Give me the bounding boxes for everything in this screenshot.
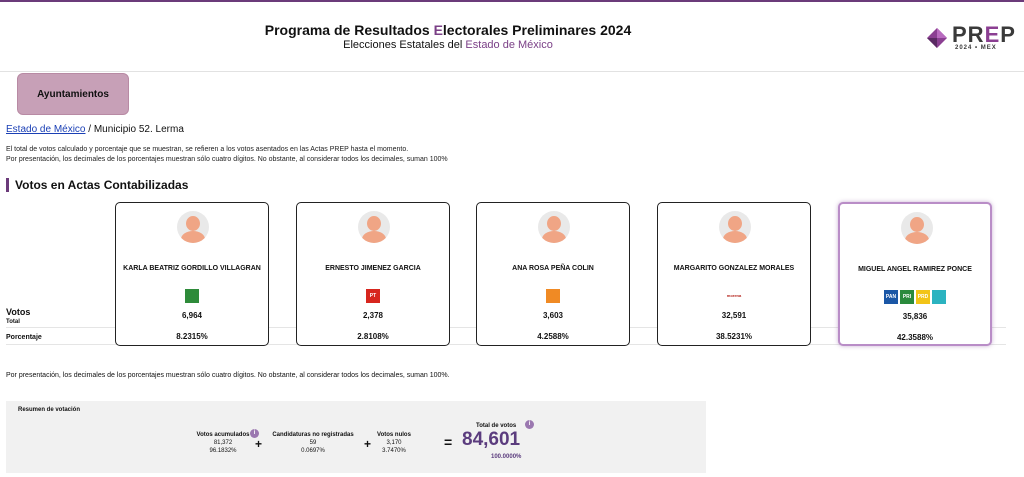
candidate-name: MIGUEL ANGEL RAMIREZ PONCE [858,266,972,273]
summary-no-registradas: Candidaturas no registradas 59 0.0697% [272,432,354,454]
party-logos [477,287,629,303]
party-logos: PT [297,287,449,303]
candidate-card[interactable]: KARLA BEATRIZ GORDILLO VILLAGRAN 6,964 8.2… [115,202,269,346]
pvem-logo-icon [185,288,199,303]
tab-ayuntamientos[interactable]: Ayuntamientos [17,73,129,115]
page-header: Programa de Resultados Electorales Preli… [0,2,1024,72]
candidate-card[interactable]: MARGARITO GONZALEZ MORALES morena 32,591 38… [657,202,811,346]
candidate-card[interactable]: ERNESTO JIMENEZ GARCIA PT 2,378 2.8108% [296,202,450,346]
breadcrumb-link-estado[interactable]: Estado de México [6,124,86,135]
party-logos: PAN PRI PRD [840,288,990,304]
candidate-avatar-icon [538,211,570,243]
candidate-avatar-icon [719,211,751,243]
equals-sign: = [444,434,453,450]
summary-title: Resumen de votación [18,407,81,413]
vote-summary: Resumen de votación Votos acumulados 81,… [6,401,706,473]
total-votes-pct: 100.0000% [491,454,522,460]
candidate-avatar-icon [358,211,390,243]
nueva-alianza-logo-icon [932,289,946,304]
plus-sign: + [255,437,263,451]
party-logos: morena [658,287,810,303]
info-icon[interactable]: i [525,420,534,429]
plus-sign: + [364,437,372,451]
candidate-avatar-icon [901,212,933,244]
candidate-votes: 35,836 [902,312,928,321]
row-label-porcentaje: Porcentaje [6,334,42,341]
candidate-percentage: 42.3588% [896,333,934,342]
candidate-name: KARLA BEATRIZ GORDILLO VILLAGRAN [123,265,261,272]
row-label-votos: Votos [6,307,31,317]
info-note-1: El total de votos calculado y porcentaje… [6,146,409,153]
morena-logo-icon: morena [726,292,742,298]
party-logos [116,287,268,303]
candidate-avatar-icon [177,211,209,243]
prep-logo: PREP 2024 • MEX [925,22,1015,54]
candidate-percentage: 38.5231% [715,332,753,341]
pri-logo-icon: PRI [900,289,914,304]
breadcrumb: Estado de México / Municipio 52. Lerma [6,124,184,135]
section-title: Votos en Actas Contabilizadas [6,178,188,192]
candidate-votes: 3,603 [542,311,564,320]
row-label-total: Total [6,319,20,325]
summary-nulos: Votos nulos 3,170 3.7470% [377,432,411,454]
total-label: Total de votos [476,423,517,429]
candidate-votes: 2,378 [362,311,384,320]
candidate-percentage: 8.2315% [176,332,208,341]
candidate-percentage: 4.2588% [537,332,569,341]
candidate-card[interactable]: ANA ROSA PEÑA COLIN 3,603 4.2588% [476,202,630,346]
total-votes-value: 84,601 [462,429,521,450]
top-accent-line [0,0,1024,2]
page-title: Programa de Resultados Electorales Preli… [264,22,632,38]
info-note-2: Por presentación, los decimales de los p… [6,156,448,163]
mc-logo-icon [546,288,560,303]
pan-logo-icon: PAN [884,289,898,304]
candidate-name: MARGARITO GONZALEZ MORALES [673,265,795,272]
breadcrumb-current: Municipio 52. Lerma [93,124,184,135]
page-subtitle: Elecciones Estatales del Estado de Méxic… [343,39,553,51]
pt-logo-icon: PT [366,288,380,303]
summary-acumulados: Votos acumulados 81,372 96.1832% [196,432,250,454]
candidate-votes: 6,964 [181,311,203,320]
info-icon[interactable]: i [250,429,259,438]
candidate-name: ANA ROSA PEÑA COLIN [512,265,594,272]
footer-note: Por presentación, los decimales de los p… [6,372,450,379]
prep-logo-icon [927,28,947,48]
prd-logo-icon: PRD [916,289,930,304]
candidate-card[interactable]: MIGUEL ANGEL RAMIREZ PONCE PAN PRI PRD 35,83… [838,202,992,346]
candidate-votes: 32,591 [721,311,747,320]
candidate-percentage: 2.8108% [357,332,389,341]
candidate-name: ERNESTO JIMENEZ GARCIA [325,265,421,272]
